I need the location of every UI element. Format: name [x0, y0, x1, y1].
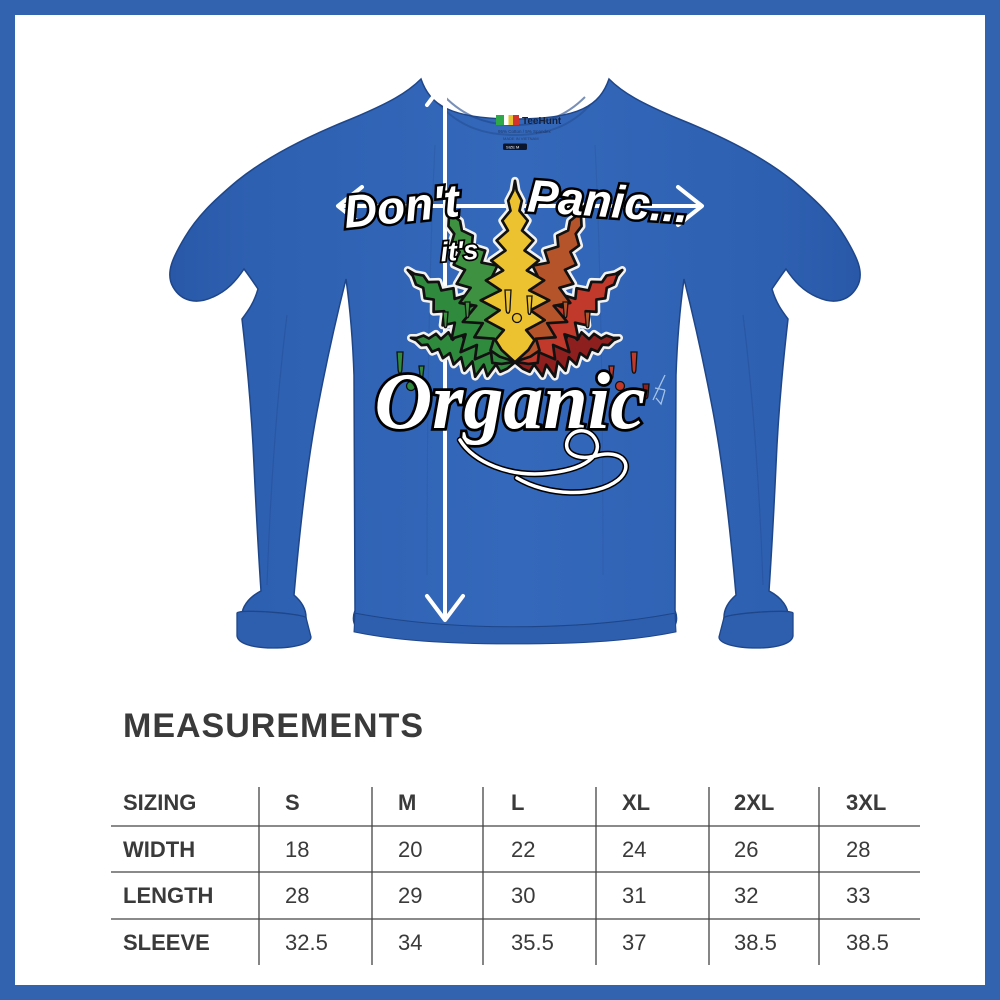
svg-text:22: 22	[511, 837, 535, 862]
svg-text:38.5: 38.5	[846, 930, 889, 955]
svg-text:M: M	[398, 790, 416, 815]
svg-text:S: S	[285, 790, 300, 815]
svg-text:MEASUREMENTS: MEASUREMENTS	[123, 707, 424, 745]
svg-text:28: 28	[285, 883, 309, 908]
svg-text:WIDTH: WIDTH	[123, 837, 195, 862]
svg-text:35.5: 35.5	[511, 930, 554, 955]
svg-text:L: L	[511, 790, 524, 815]
svg-text:it's: it's	[439, 235, 479, 268]
svg-text:37: 37	[622, 930, 646, 955]
svg-text:3XL: 3XL	[846, 790, 886, 815]
svg-text:SIZING: SIZING	[123, 790, 196, 815]
svg-text:31: 31	[622, 883, 646, 908]
svg-text:20: 20	[398, 837, 422, 862]
svg-text:95% Cotton / 5% Spandex: 95% Cotton / 5% Spandex	[498, 129, 552, 134]
svg-text:32: 32	[734, 883, 758, 908]
svg-text:30: 30	[511, 883, 535, 908]
svg-text:XL: XL	[622, 790, 650, 815]
svg-text:2XL: 2XL	[734, 790, 774, 815]
svg-text:SIZE M: SIZE M	[506, 144, 519, 149]
svg-text:32.5: 32.5	[285, 930, 328, 955]
svg-text:SLEEVE: SLEEVE	[123, 930, 210, 955]
svg-text:TeeHunt: TeeHunt	[522, 116, 562, 127]
svg-text:26: 26	[734, 837, 758, 862]
svg-text:LENGTH: LENGTH	[123, 883, 213, 908]
svg-text:33: 33	[846, 883, 870, 908]
svg-text:34: 34	[398, 930, 422, 955]
svg-text:24: 24	[622, 837, 646, 862]
svg-text:29: 29	[398, 883, 422, 908]
svg-text:28: 28	[846, 837, 870, 862]
svg-text:MADE IN VIETNAM: MADE IN VIETNAM	[503, 136, 539, 141]
svg-text:38.5: 38.5	[734, 930, 777, 955]
svg-text:Organic: Organic	[374, 358, 645, 446]
svg-text:18: 18	[285, 837, 309, 862]
